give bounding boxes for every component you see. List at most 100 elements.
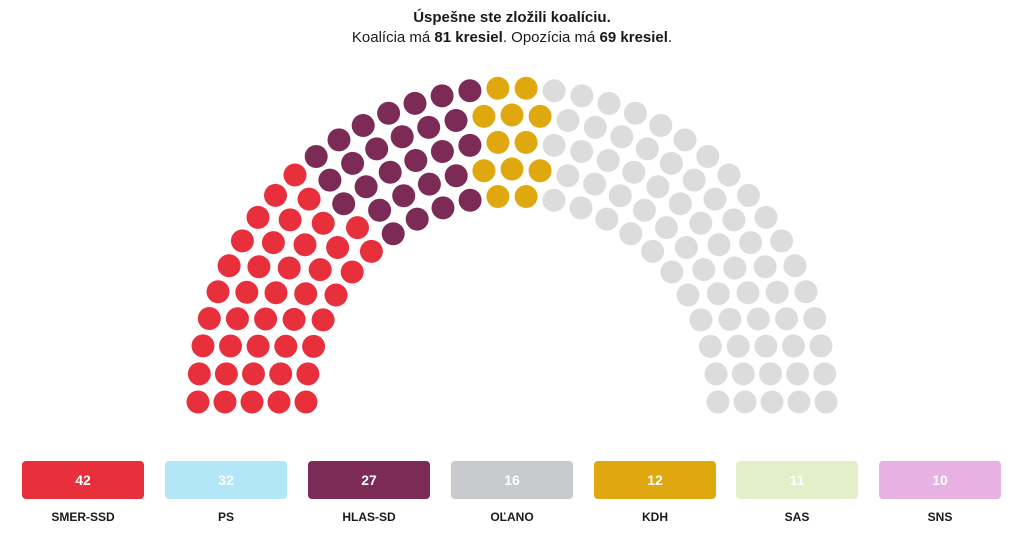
seat-dot [737, 183, 760, 207]
seat-dot [610, 125, 634, 149]
seat-dot [726, 334, 750, 358]
seat-dot [261, 231, 285, 255]
seat-dot [340, 260, 364, 284]
seat-dot [430, 84, 454, 108]
seat-dot [267, 390, 291, 414]
seat-dot [649, 114, 673, 137]
party-kdh[interactable]: 12 KDH [594, 461, 716, 524]
party-seat-box[interactable]: 11 [736, 461, 858, 499]
seat-dot [542, 79, 566, 103]
seat-dot [775, 307, 799, 331]
seat-dot [472, 159, 496, 183]
seat-dot [197, 307, 221, 330]
seat-dot [655, 216, 678, 240]
subtitle-separator: . Opozícia má [502, 29, 600, 46]
seat-dot [696, 145, 720, 168]
party-smer-ssd[interactable]: 42 SMER-SSD [22, 461, 144, 524]
seat-dot [674, 236, 698, 259]
party-seat-box[interactable]: 10 [879, 461, 1001, 499]
seat-dot [293, 233, 317, 257]
seat-dot [676, 283, 700, 307]
party-label: PS [217, 510, 234, 524]
seat-dot [731, 362, 755, 386]
seat-dot [707, 233, 731, 257]
result-subtitle: Koalícia má 81 kresiel. Opozícia má 69 k… [0, 28, 1024, 48]
seat-dot [760, 390, 784, 414]
seat-dot [770, 229, 794, 253]
seat-dot [403, 91, 427, 115]
seat-dot [706, 282, 730, 306]
party-label: KDH [642, 510, 668, 524]
seat-dot [659, 151, 683, 175]
seat-dot [341, 151, 365, 175]
parliament-hemicycle [186, 76, 838, 414]
opposition-seat-count: 69 kresiel [599, 29, 668, 46]
party-sas[interactable]: 11 SAS [736, 461, 858, 524]
party-label: SNS [927, 510, 953, 524]
seat-dot [308, 258, 332, 282]
seat-dot [274, 334, 298, 358]
seat-dot [486, 76, 510, 100]
party-seat-box[interactable]: 27 [308, 461, 430, 499]
seat-dot [608, 184, 632, 208]
party-seat-box[interactable]: 12 [594, 461, 716, 499]
seat-dot [472, 104, 496, 128]
seat-dot [311, 211, 335, 235]
seat-dot [542, 188, 566, 212]
seat-dot [186, 390, 210, 414]
seat-dot [706, 390, 730, 414]
seat-dot [514, 76, 538, 100]
party-sns[interactable]: 10 SNS [879, 461, 1001, 524]
party-olano[interactable]: 16 OĽANO [451, 461, 573, 524]
seat-dot [368, 198, 392, 222]
party-ps[interactable]: 32 PS [165, 461, 287, 524]
seat-dot [225, 307, 249, 331]
seat-dot [324, 283, 348, 307]
seat-dot [556, 164, 580, 188]
seat-dot [431, 196, 455, 220]
seat-dot [595, 207, 619, 231]
party-label: HLAS-SD [342, 510, 396, 524]
seat-dot [786, 362, 810, 386]
party-seat-box[interactable]: 16 [451, 461, 573, 499]
party-seat-box[interactable]: 32 [165, 461, 287, 499]
seat-dot [417, 172, 441, 196]
seat-dot [213, 390, 237, 414]
seat-dot [704, 362, 728, 386]
seat-dot [296, 362, 320, 386]
seat-dot [814, 390, 838, 414]
seat-dot [597, 91, 621, 115]
seat-dot [458, 133, 482, 157]
seat-dot [500, 103, 524, 127]
seat-dot [723, 256, 747, 280]
seat-dot [332, 192, 356, 216]
seat-dot [782, 334, 805, 358]
seat-dot [765, 280, 789, 304]
seat-dot [302, 334, 326, 358]
seat-dot [219, 334, 242, 358]
seat-dot [191, 334, 215, 358]
seat-dot [297, 187, 321, 211]
seat-dot [247, 255, 271, 279]
seat-dot [326, 236, 350, 259]
subtitle-suffix: . [667, 29, 673, 46]
result-header: Úspešne ste zložili koalíciu. Koalícia m… [0, 8, 1024, 48]
seat-dot [230, 229, 254, 253]
seat-dot [596, 149, 620, 172]
seat-dot [283, 163, 307, 187]
seat-dot [660, 260, 684, 284]
party-seat-box[interactable]: 42 [22, 461, 144, 499]
party-hlas-sd[interactable]: 27 HLAS-SD [308, 461, 430, 524]
seat-dot [405, 207, 429, 231]
seat-dot [264, 183, 287, 207]
seat-dot [794, 280, 818, 304]
seat-dot [390, 125, 414, 149]
seat-dot [486, 185, 510, 208]
seat-dot [282, 307, 306, 331]
seat-dot [783, 254, 807, 278]
seat-dot [635, 137, 659, 161]
seat-dot [703, 187, 727, 211]
seat-dot [698, 334, 722, 358]
seat-dot [235, 280, 259, 304]
seat-dot [311, 308, 335, 332]
